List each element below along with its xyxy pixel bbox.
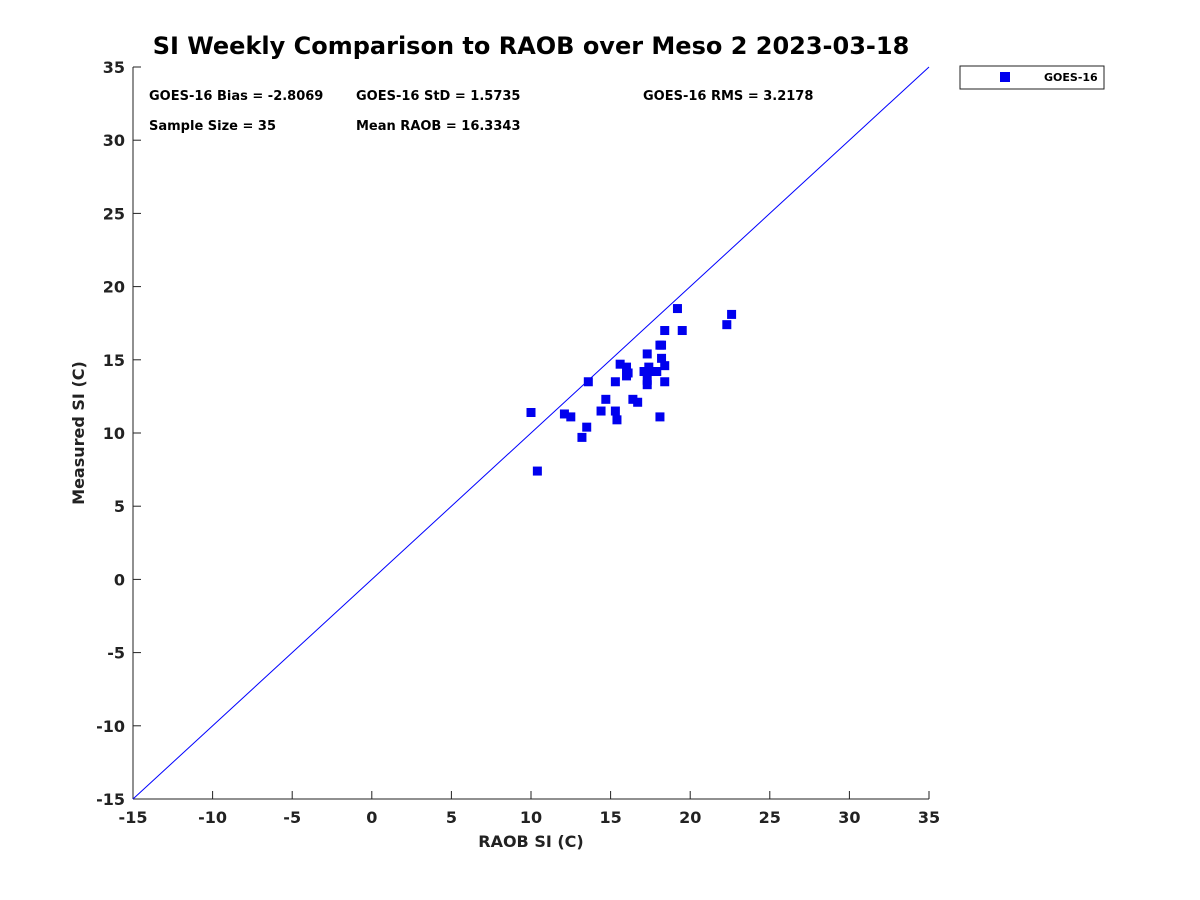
y-tick-label: 15	[103, 351, 125, 370]
data-point	[660, 361, 670, 371]
data-point	[559, 409, 569, 419]
data-point	[583, 377, 593, 387]
data-point	[566, 412, 576, 422]
data-point	[657, 340, 667, 350]
data-point	[610, 406, 620, 416]
x-tick-label: 10	[520, 808, 542, 827]
data-point	[601, 394, 611, 404]
x-tick-label: 30	[838, 808, 860, 827]
data-point	[610, 377, 620, 387]
stat-rms: GOES-16 RMS = 3.2178	[643, 89, 813, 104]
data-point	[615, 359, 625, 369]
data-point	[639, 367, 649, 377]
data-point	[596, 406, 606, 416]
data-point	[660, 326, 670, 336]
y-tick-label: 20	[103, 278, 125, 297]
y-tick-label: 35	[103, 58, 125, 77]
stat-std: GOES-16 StD = 1.5735	[356, 89, 520, 104]
data-point	[660, 377, 670, 387]
y-axis-ticks: -15 -10 -5 0 5 10 15 20 25 30 35	[96, 58, 141, 809]
x-tick-label: 35	[918, 808, 940, 827]
reference-line	[132, 66, 930, 800]
legend-marker-goes16	[1000, 72, 1010, 82]
y-tick-label: 5	[114, 497, 125, 516]
x-tick-label: 20	[679, 808, 701, 827]
chart-title: SI Weekly Comparison to RAOB over Meso 2…	[153, 32, 910, 60]
y-tick-label: 25	[103, 204, 125, 223]
stat-bias: GOES-16 Bias = -2.8069	[149, 89, 323, 104]
x-axis-ticks: -15 -10 -5 0 5 10 15 20 25 30 35	[119, 791, 940, 827]
data-points	[526, 304, 737, 476]
data-point	[532, 466, 542, 476]
y-tick-label: 10	[103, 424, 125, 443]
x-tick-label: -5	[283, 808, 301, 827]
stat-mean-raob: Mean RAOB = 16.3343	[356, 119, 521, 134]
data-point	[657, 353, 667, 363]
data-point	[526, 408, 536, 418]
data-point	[677, 326, 687, 336]
data-point	[633, 397, 643, 407]
data-point	[622, 362, 632, 372]
y-tick-label: 30	[103, 131, 125, 150]
legend: GOES-16	[959, 65, 1105, 90]
legend-label-goes16: GOES-16	[1044, 71, 1098, 84]
legend-box	[959, 65, 1105, 90]
y-tick-label: -10	[96, 717, 125, 736]
data-point	[652, 367, 662, 377]
data-point	[622, 371, 632, 381]
y-tick-label: -15	[96, 790, 125, 809]
x-tick-label: -15	[119, 808, 148, 827]
data-point	[642, 380, 652, 390]
x-tick-label: 25	[759, 808, 781, 827]
data-point	[672, 304, 682, 314]
data-point	[642, 349, 652, 359]
data-point	[628, 394, 638, 404]
x-tick-label: -10	[198, 808, 227, 827]
data-point	[727, 309, 737, 319]
y-tick-label: 0	[114, 570, 125, 589]
x-tick-label: 0	[366, 808, 377, 827]
x-tick-label: 5	[446, 808, 457, 827]
data-point	[722, 320, 732, 330]
data-point	[582, 422, 592, 432]
data-point	[655, 412, 665, 422]
data-point	[577, 432, 587, 442]
stat-sample-size: Sample Size = 35	[149, 119, 276, 134]
x-tick-label: 15	[599, 808, 621, 827]
data-point	[645, 367, 655, 377]
x-axis-label: RAOB SI (C)	[478, 832, 583, 851]
data-point	[612, 415, 622, 425]
y-tick-label: -5	[107, 644, 125, 663]
y-axis-label: Measured SI (C)	[69, 361, 88, 505]
one-to-one-line	[132, 66, 930, 800]
